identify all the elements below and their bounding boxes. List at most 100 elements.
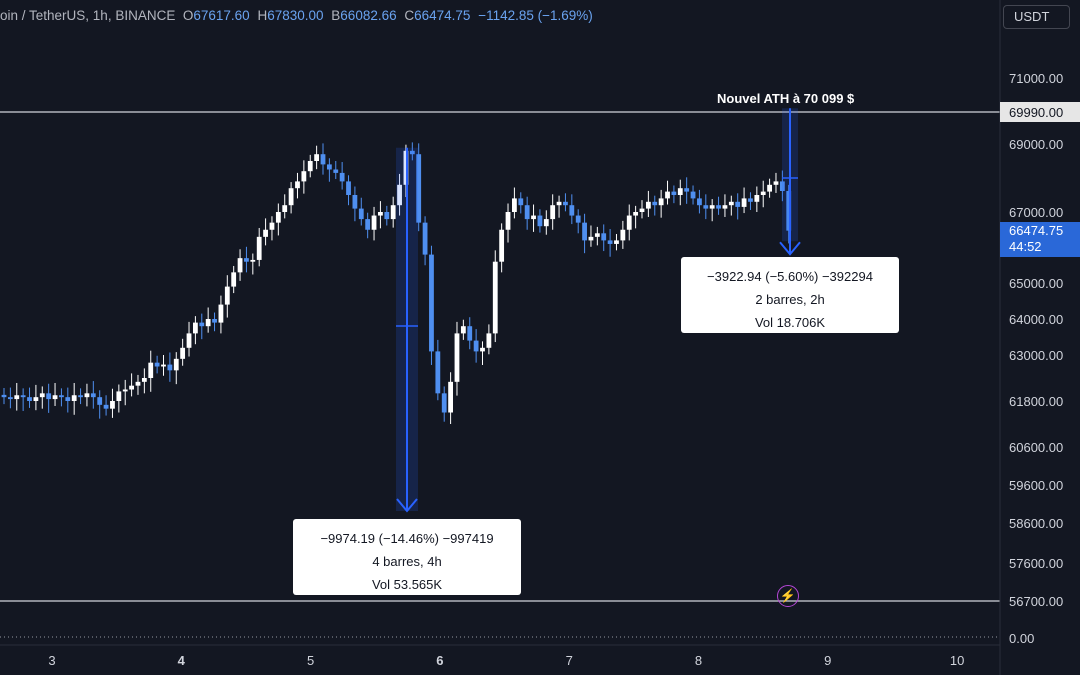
measure-2-volume: Vol 18.706K xyxy=(754,315,826,330)
currency-selector[interactable]: USDT xyxy=(1003,5,1070,29)
candle-body xyxy=(709,205,715,209)
candle-body xyxy=(582,222,587,241)
candle-body xyxy=(512,198,517,212)
candle-body xyxy=(59,395,64,398)
candle-body xyxy=(505,212,511,230)
candle-body xyxy=(645,201,651,209)
candle-body xyxy=(563,201,568,206)
candle-body xyxy=(556,201,562,206)
candle-body xyxy=(371,215,377,230)
candle-body xyxy=(65,397,71,401)
candle-body xyxy=(46,393,52,400)
measure-2-arrow xyxy=(779,241,801,256)
candle-body xyxy=(333,169,339,173)
close-value: 66474.75 xyxy=(414,8,471,23)
candle-body xyxy=(716,205,721,209)
price-tick-label: 65000.00 xyxy=(1009,276,1063,291)
ohlc-legend: oin / TetherUS, 1h, BINANCE O67617.60 H6… xyxy=(0,8,597,23)
candle-body xyxy=(633,212,639,216)
candle-body xyxy=(199,322,205,327)
candle-body xyxy=(384,212,390,220)
candle-body xyxy=(652,201,658,206)
candle-body xyxy=(167,364,173,371)
measure-overlays xyxy=(396,108,801,513)
candle-body xyxy=(499,229,505,262)
countdown-value: 44:52 xyxy=(1009,239,1042,254)
candle-body xyxy=(441,393,447,413)
candle-body xyxy=(218,304,224,323)
candle-body xyxy=(684,188,690,192)
horizontal-lines xyxy=(0,111,1000,638)
candle-body xyxy=(326,164,332,170)
candle-body xyxy=(429,254,434,352)
candle-body xyxy=(231,272,237,287)
candle-body xyxy=(760,191,766,195)
candle-body xyxy=(212,319,217,323)
measure-2-change: −3922.94 (−5.60%) −392294 xyxy=(707,269,873,284)
candle-body xyxy=(250,259,256,262)
candle-body xyxy=(677,188,683,195)
candle-body xyxy=(524,205,530,220)
price-tick-label: 69000.00 xyxy=(1009,137,1063,152)
time-axis[interactable]: 3 4 5 6 7 8 9 10 xyxy=(0,644,1000,668)
candle-body xyxy=(141,378,147,382)
measure-2-bars: 2 barres, 2h xyxy=(755,292,825,307)
candle-body xyxy=(626,215,632,230)
candle-body xyxy=(269,222,275,230)
candle-body xyxy=(358,208,364,220)
candle-body xyxy=(658,198,664,206)
candle-body xyxy=(741,198,747,207)
candle-body xyxy=(27,397,32,401)
candle-body xyxy=(320,154,326,165)
candle-body xyxy=(148,362,154,378)
candle-body xyxy=(754,195,760,202)
candle-body xyxy=(20,395,26,398)
candle-body xyxy=(773,181,779,185)
candle-body xyxy=(518,198,524,206)
highlighted-level-bg xyxy=(1000,102,1080,122)
candle-body xyxy=(84,393,90,398)
candle-body xyxy=(537,215,543,227)
candle-body xyxy=(690,191,696,199)
measure-1-volume: Vol 53.565K xyxy=(371,577,443,592)
candle-body xyxy=(346,181,351,195)
price-tick-label: 56700.00 xyxy=(1009,594,1063,609)
candle-body xyxy=(607,240,613,244)
candle-body xyxy=(614,240,619,244)
candle-body xyxy=(205,319,211,327)
price-tick-label: 63000.00 xyxy=(1009,348,1063,363)
candle-body xyxy=(186,333,192,348)
candle-body xyxy=(161,364,166,367)
candle-body xyxy=(110,401,115,409)
measure-tooltip-1: −9974.19 (−14.46%) −997419 4 barres, 4h … xyxy=(293,519,521,595)
lightning-icon[interactable]: ⚡ xyxy=(777,585,799,607)
price-tick-label: 69990.00 xyxy=(1009,105,1063,120)
price-axis[interactable]: 71000.00 69990.00 69000.00 67000.00 65000.00… xyxy=(999,0,1080,675)
time-tick-label: 6 xyxy=(436,653,443,668)
candle-body xyxy=(71,395,77,401)
time-tick-label: 5 xyxy=(307,653,314,668)
candle-body xyxy=(314,154,320,161)
time-tick-label: 4 xyxy=(178,653,186,668)
price-tick-label: 58600.00 xyxy=(1009,516,1063,531)
candle-body xyxy=(697,198,702,206)
candle-body xyxy=(620,229,626,241)
candle-body xyxy=(365,219,371,230)
candle-body xyxy=(129,385,134,390)
price-tick-label: 71000.00 xyxy=(1009,71,1063,86)
candle-body xyxy=(531,215,536,220)
candle-body xyxy=(779,181,785,192)
price-tick-label: 57600.00 xyxy=(1009,556,1063,571)
candle-body xyxy=(135,381,141,386)
open-label: O xyxy=(182,8,194,23)
candle-body xyxy=(767,184,772,192)
time-tick-label: 3 xyxy=(48,653,55,668)
high-value: 67830.00 xyxy=(267,8,324,23)
candle-body xyxy=(288,188,294,206)
candle-body xyxy=(492,261,498,334)
candle-body xyxy=(786,191,792,231)
candle-body xyxy=(1,394,7,398)
candle-body xyxy=(550,205,556,220)
candle-body xyxy=(467,326,473,341)
